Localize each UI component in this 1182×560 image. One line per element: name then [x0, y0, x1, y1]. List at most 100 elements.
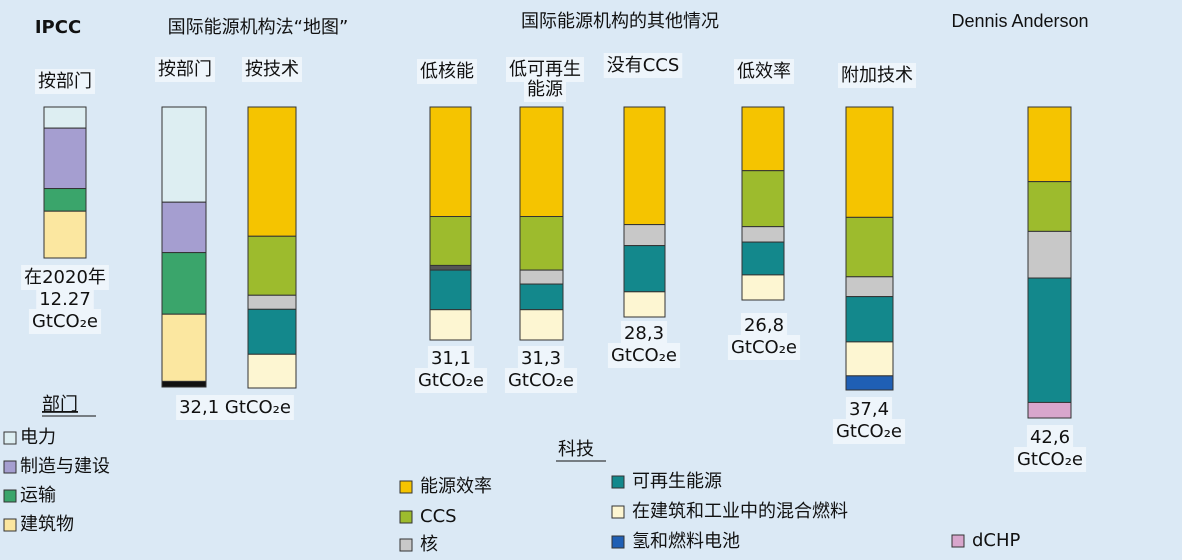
label-box — [21, 265, 109, 290]
legend-label: 运输 — [20, 485, 56, 506]
bar-segment — [429, 216, 472, 266]
total-label: 42,6 — [1030, 427, 1070, 448]
total-label-group: 31,1 — [427, 346, 475, 371]
bar-segment — [1027, 181, 1072, 232]
total-label: 37,4 — [849, 399, 889, 420]
bar-segment — [519, 106, 564, 218]
label-box — [734, 59, 794, 84]
legend-label: 可再生能源 — [632, 471, 722, 492]
column-label-group: 低核能 — [417, 59, 477, 84]
bar-segment — [247, 235, 297, 296]
label-box — [414, 368, 488, 393]
column-label-group: 低效率 — [734, 59, 794, 84]
bar-segment — [623, 224, 666, 247]
label-box — [832, 419, 906, 444]
total-label-group: GtCO₂e — [28, 309, 102, 334]
total-label-group: 28,3 — [620, 321, 668, 346]
legend-label: CCS — [420, 506, 457, 527]
bar-segment — [519, 269, 564, 285]
total-label: GtCO₂e — [1017, 449, 1083, 470]
label-box — [845, 397, 893, 422]
bar-segment — [519, 309, 564, 341]
column-label-group: 能源 — [524, 77, 566, 102]
legend-swatch — [399, 510, 413, 524]
bar-segment — [741, 106, 785, 172]
header: IPCC — [35, 17, 81, 38]
total-label: 31,1 — [431, 348, 471, 369]
bar-segment — [429, 309, 472, 341]
legend-label: dCHP — [972, 530, 1021, 551]
bar-segment — [43, 106, 87, 129]
bar-segment — [429, 264, 472, 271]
bar-segment — [845, 276, 894, 298]
total-label-group: 37,4 — [845, 397, 893, 422]
label-box — [1026, 425, 1074, 450]
total-label-group: 31,3 — [517, 346, 565, 371]
total-label-group: 12.27 — [36, 287, 94, 312]
bar-segment — [43, 127, 87, 190]
bar-segment — [845, 375, 894, 391]
legend-label: 在建筑和工业中的混合燃料 — [632, 501, 848, 522]
column-label: 按部门 — [38, 71, 92, 92]
total-label-group: GtCO₂e — [1013, 447, 1087, 472]
total-label: 28,3 — [624, 323, 664, 344]
legend-swatch — [3, 489, 17, 503]
total-label-group: GtCO₂e — [504, 368, 578, 393]
header: 国际能源机构法“地图” — [168, 17, 349, 38]
label-box — [727, 335, 801, 360]
legend-swatch — [399, 538, 413, 552]
bar-segment — [161, 106, 207, 203]
total-label: 32,1 GtCO₂e — [179, 397, 291, 418]
bar-segment — [741, 274, 785, 301]
bar-segment — [1027, 106, 1072, 183]
header: Dennis Anderson — [951, 11, 1088, 31]
total-label-group: GtCO₂e — [727, 335, 801, 360]
total-label: GtCO₂e — [32, 311, 98, 332]
total-label: GtCO₂e — [731, 337, 797, 358]
total-label-group: 42,6 — [1026, 425, 1074, 450]
total-label: GtCO₂e — [418, 370, 484, 391]
bar-segment — [623, 245, 666, 293]
total-label: 26,8 — [744, 315, 784, 336]
column-label: 没有CCS — [607, 55, 680, 76]
label-box — [417, 59, 477, 84]
bar-segment — [623, 291, 666, 318]
column-label-group: 没有CCS — [603, 53, 683, 78]
column-label: 能源 — [527, 79, 563, 100]
label-box — [603, 53, 683, 78]
legend-swatch — [611, 505, 625, 519]
label-box — [620, 321, 668, 346]
bar-segment — [43, 210, 87, 259]
bar-segment — [161, 201, 207, 254]
label-box — [242, 57, 302, 82]
label-box — [607, 343, 681, 368]
bar-segment — [1027, 230, 1072, 279]
bar-segment — [247, 308, 297, 355]
legend-swatch — [3, 431, 17, 445]
bar-segment — [247, 294, 297, 310]
bar-segment — [429, 269, 472, 311]
bar-segment — [1027, 277, 1072, 403]
legend-label: 能源效率 — [420, 476, 492, 497]
bar-segment — [845, 296, 894, 343]
label-box — [838, 63, 916, 88]
bar-segment — [845, 216, 894, 278]
label-box — [740, 313, 788, 338]
total-label-group: GtCO₂e — [607, 343, 681, 368]
total-label: 在2020年 — [24, 267, 106, 288]
label-box — [155, 57, 215, 82]
legend-swatch — [611, 535, 625, 549]
bar-segment — [161, 313, 207, 382]
legend-label: 电力 — [20, 427, 56, 448]
column-label: 按技术 — [245, 59, 299, 80]
bar-segment — [741, 241, 785, 276]
bar-segment — [429, 106, 472, 218]
column-label: 按部门 — [158, 59, 212, 80]
legend-swatch — [3, 518, 17, 532]
legend-title: 部门 — [42, 394, 78, 415]
bar-segment — [519, 283, 564, 311]
bar-segment — [519, 216, 564, 271]
column-label-group: 按部门 — [155, 57, 215, 82]
column-label: 附加技术 — [841, 65, 913, 86]
total-label-group: 32,1 GtCO₂e — [176, 395, 294, 420]
